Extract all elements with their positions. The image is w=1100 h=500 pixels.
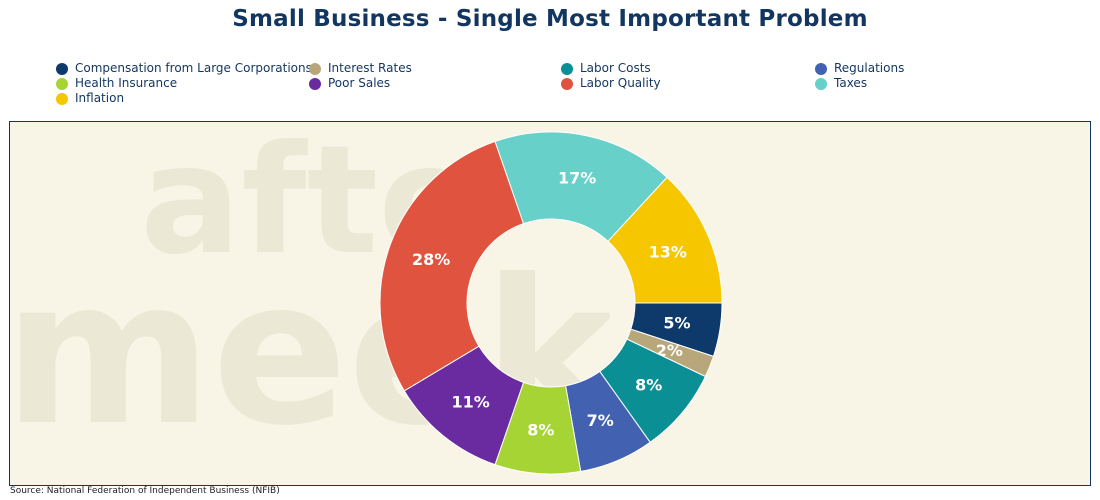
slice-label: 28% [412,250,450,269]
legend-label: Interest Rates [328,61,412,75]
slice-taxes[interactable] [494,131,668,243]
slice-label: 8% [635,375,662,394]
legend-swatch [815,77,827,90]
legend-item[interactable]: Regulations [815,61,904,76]
donut-chart: 5% 2% 8% 7% 8% 11% 28% 17% 13% [379,131,723,475]
legend-label: Regulations [834,61,905,75]
legend: Compensation from Large Corporations Inte… [56,61,1056,106]
slice-label: 5% [663,314,690,333]
legend-swatch [56,77,68,90]
legend-item[interactable]: Taxes [815,76,867,91]
legend-label: Poor Sales [328,76,391,90]
plot-area: afte meek 5% 2% 8% 7% 8% 11% 28% 17% 13% [9,121,1091,486]
legend-swatch [561,77,573,90]
legend-label: Compensation from Large Corporations [75,61,312,75]
legend-label: Taxes [834,76,868,90]
legend-swatch [309,62,321,75]
legend-item[interactable]: Labor Quality [561,76,661,91]
legend-item[interactable]: Compensation from Large Corporations [56,61,312,76]
legend-label: Labor Quality [580,76,661,90]
slice-label: 11% [451,392,489,411]
legend-swatch [815,62,827,75]
source-note: Source: National Federation of Independe… [10,486,280,496]
chart-title: Small Business - Single Most Important P… [232,6,868,32]
legend-label: Inflation [75,91,125,105]
legend-swatch [309,77,321,90]
legend-item[interactable]: Interest Rates [309,61,412,76]
slice-label: 13% [649,242,687,261]
slice-inflation[interactable] [607,176,723,304]
legend-item[interactable]: Inflation [56,91,124,106]
slice-label: 7% [587,411,614,430]
slice-label: 2% [656,341,683,360]
legend-item[interactable]: Health Insurance [56,76,177,91]
legend-item[interactable]: Poor Sales [309,76,390,91]
slice-labor-quality[interactable] [379,140,525,392]
legend-swatch [56,92,68,105]
slice-label: 17% [558,169,596,188]
legend-label: Health Insurance [75,76,178,90]
legend-item[interactable]: Labor Costs [561,61,651,76]
slice-label: 8% [527,421,554,440]
legend-swatch [56,62,68,75]
legend-swatch [561,62,573,75]
legend-label: Labor Costs [580,61,651,75]
